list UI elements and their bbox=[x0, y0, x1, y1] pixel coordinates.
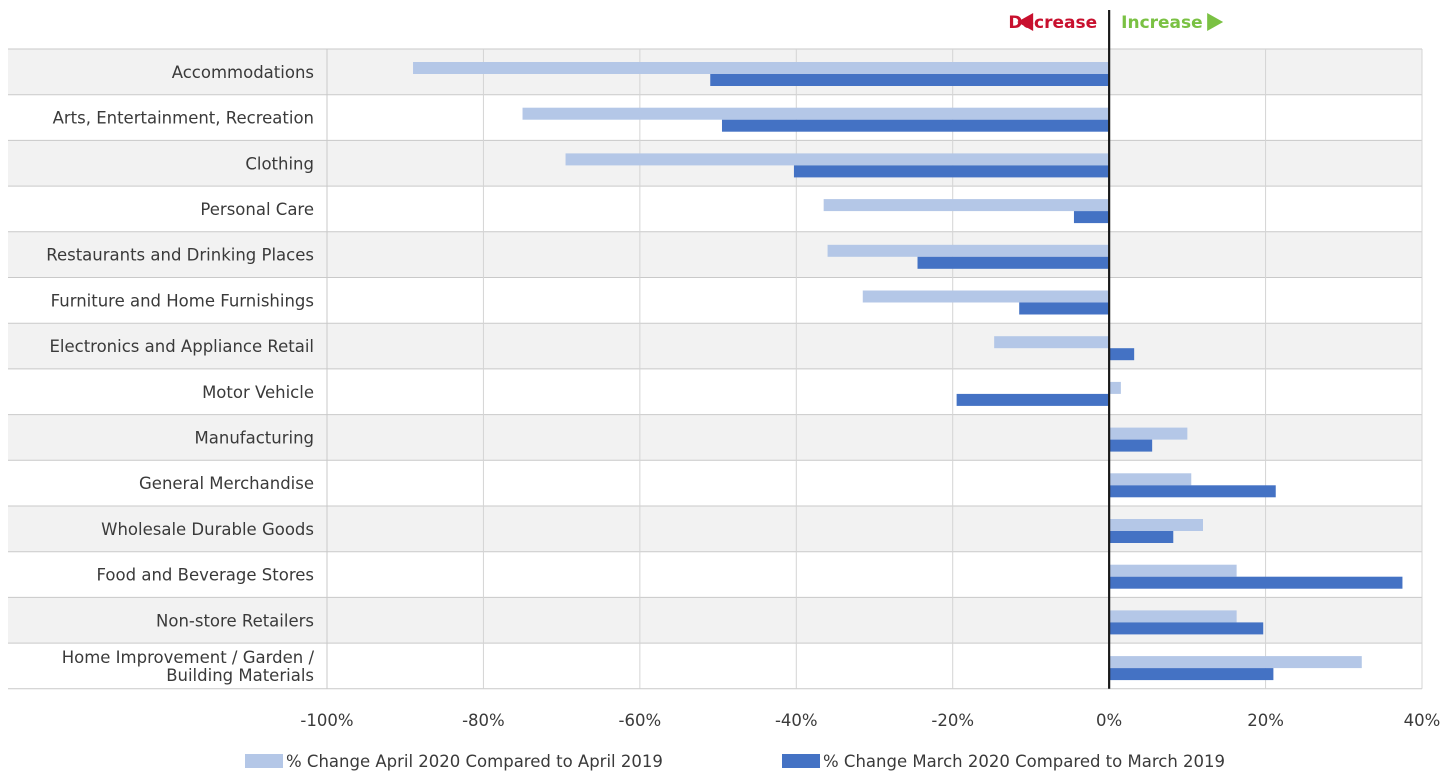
x-tick-label: 0% bbox=[1096, 711, 1122, 730]
bar-april-furniture-and-home-furnishings bbox=[862, 290, 1110, 303]
row-band bbox=[8, 231, 1422, 278]
category-label-motor-vehicle: Motor Vehicle bbox=[202, 383, 314, 402]
bar-march-manufacturing bbox=[1109, 439, 1153, 452]
bar-march-non-store-retailers bbox=[1109, 622, 1264, 635]
category-label-general-merchandise: General Merchandise bbox=[139, 474, 314, 493]
x-tick-label: -20% bbox=[931, 711, 974, 730]
bar-march-arts-entertainment-recreation bbox=[721, 119, 1110, 132]
x-tick-label: -80% bbox=[462, 711, 505, 730]
x-tick-label: 40% bbox=[1404, 711, 1441, 730]
increase-arrow-icon bbox=[1207, 13, 1224, 31]
category-label-personal-care: Personal Care bbox=[200, 200, 314, 219]
bar-april-clothing bbox=[565, 153, 1110, 166]
x-tick-label: 20% bbox=[1247, 711, 1284, 730]
legend-swatch-april bbox=[245, 754, 283, 768]
category-label-non-store-retailers: Non-store Retailers bbox=[156, 611, 314, 630]
bar-april-non-store-retailers bbox=[1109, 610, 1237, 623]
category-label-restaurants-and-drinking-places: Restaurants and Drinking Places bbox=[46, 246, 314, 265]
decrease-arrow-icon bbox=[1017, 13, 1034, 31]
legend-swatch-march bbox=[782, 754, 820, 768]
bar-april-accommodations bbox=[413, 62, 1110, 74]
bar-march-furniture-and-home-furnishings bbox=[1019, 302, 1110, 315]
bar-april-wholesale-durable-goods bbox=[1109, 519, 1203, 531]
category-label-manufacturing: Manufacturing bbox=[195, 428, 314, 447]
bar-april-manufacturing bbox=[1109, 427, 1188, 440]
x-tick-label: -40% bbox=[775, 711, 818, 730]
legend-label-april: % Change April 2020 Compared to April 20… bbox=[286, 751, 663, 771]
category-label-electronics-and-appliance-retail: Electronics and Appliance Retail bbox=[49, 337, 314, 356]
x-tick-label: -60% bbox=[619, 711, 662, 730]
legend-item-april: % Change April 2020 Compared to April 20… bbox=[245, 750, 663, 772]
category-label-furniture-and-home-furnishings: Furniture and Home Furnishings bbox=[51, 291, 314, 310]
legend-item-march: % Change March 2020 Compared to March 20… bbox=[782, 750, 1225, 772]
bar-march-accommodations bbox=[710, 74, 1110, 86]
x-tick-label: -100% bbox=[300, 711, 353, 730]
bar-march-motor-vehicle bbox=[956, 393, 1110, 406]
legend: % Change April 2020 Compared to April 20… bbox=[0, 750, 1455, 772]
increase-label: Increase bbox=[1121, 13, 1203, 33]
bar-april-home-improvement-garden-building-materials bbox=[1109, 656, 1362, 669]
bar-april-general-merchandise bbox=[1109, 473, 1192, 486]
bar-april-electronics-and-appliance-retail bbox=[994, 336, 1110, 349]
bar-april-restaurants-and-drinking-places bbox=[827, 244, 1110, 257]
bar-march-restaurants-and-drinking-places bbox=[917, 256, 1110, 269]
bar-april-food-and-beverage-stores bbox=[1109, 564, 1237, 577]
bar-march-electronics-and-appliance-retail bbox=[1109, 348, 1135, 361]
bar-march-personal-care bbox=[1073, 211, 1110, 224]
chart: Accommodations Arts, Entertainment, Recre… bbox=[8, 10, 1441, 730]
category-label-food-and-beverage-stores: Food and Beverage Stores bbox=[97, 566, 314, 585]
bar-march-food-and-beverage-stores bbox=[1109, 576, 1403, 589]
bar-april-arts-entertainment-recreation bbox=[522, 107, 1110, 120]
bar-march-general-merchandise bbox=[1109, 485, 1276, 498]
legend-label-march: % Change March 2020 Compared to March 20… bbox=[823, 751, 1226, 771]
row-band bbox=[8, 323, 1422, 369]
bar-april-motor-vehicle bbox=[1109, 381, 1121, 394]
category-label-wholesale-durable-goods: Wholesale Durable Goods bbox=[101, 520, 314, 539]
bar-april-personal-care bbox=[823, 199, 1110, 212]
bar-march-wholesale-durable-goods bbox=[1109, 531, 1174, 543]
category-label-home-improvement-garden-building-materials: Home Improvement / Garden / Building Mate… bbox=[62, 648, 315, 685]
category-label-clothing: Clothing bbox=[245, 154, 314, 173]
bar-march-home-improvement-garden-building-materials bbox=[1109, 668, 1274, 681]
bar-march-clothing bbox=[793, 165, 1110, 178]
category-label-arts-entertainment-recreation: Arts, Entertainment, Recreation bbox=[53, 109, 314, 128]
decrease-label: Decrease bbox=[1008, 13, 1097, 33]
category-label-accommodations: Accommodations bbox=[172, 63, 314, 82]
